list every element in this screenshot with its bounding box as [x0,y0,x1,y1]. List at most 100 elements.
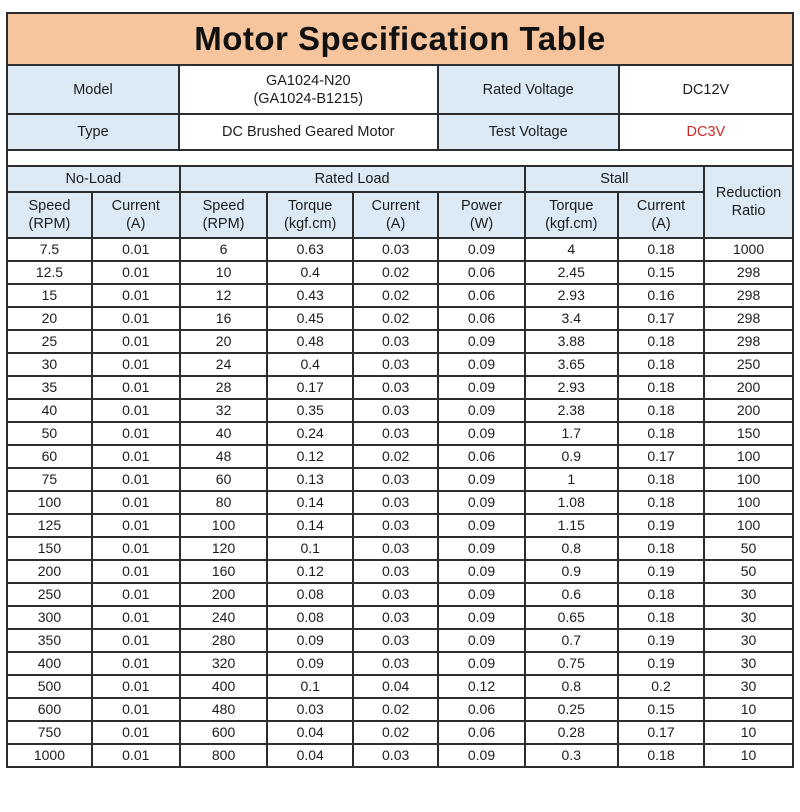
cell: 15 [8,283,93,308]
cell: 0.1 [266,536,354,561]
cell: 125 [8,513,93,538]
spec-table-body: 7.5 0.01 6 0.63 0.03 0.09 4 0.18 1000 12.5 0.01 10 0… [8,238,792,766]
cell: 0.19 [616,513,706,538]
test-voltage-label: Test Voltage [436,113,620,151]
spec-subheader-row: Speed (RPM) Current (A) Speed (RPM) Torque (kgf… [8,191,792,239]
cell: 0.09 [437,398,526,423]
cell: 0.18 [616,329,706,354]
cell: 0.03 [351,421,440,446]
cell: 0.03 [351,398,440,423]
column-header: Current (A) [351,191,440,239]
cell: 0.48 [266,329,354,354]
spec-sheet: Motor Specification Table Model GA1024-N… [6,12,794,768]
cell: 1.08 [523,490,619,515]
cell: 0.01 [90,536,181,561]
cell: 100 [703,467,792,492]
test-voltage-value: DC3V [617,113,792,151]
cell: 0.7 [523,628,619,653]
cell: 0.18 [616,743,706,766]
cell: 0.63 [266,238,354,262]
cell: 30 [703,628,792,653]
cell: 0.18 [616,467,706,492]
rated-voltage-label: Rated Voltage [436,66,620,115]
cell: 0.01 [90,444,181,469]
type-value: DC Brushed Geared Motor [177,113,439,151]
group-header-stall: Stall [523,167,706,193]
cell: 60 [178,467,269,492]
cell: 0.09 [437,628,526,653]
column-header: Torque (kgf.cm) [266,191,354,239]
cell: 12.5 [8,260,93,285]
page-title: Motor Specification Table [194,20,606,57]
column-header-reduction-ratio: Reduction Ratio [703,167,792,239]
cell: 75 [8,467,93,492]
cell: 60 [8,444,93,469]
table-row: 400 0.01 320 0.09 0.03 0.09 0.75 0.19 30 [8,651,792,676]
cell: 0.08 [266,582,354,607]
cell: 0.01 [90,467,181,492]
table-row: 75 0.01 60 0.13 0.03 0.09 1 0.18 100 [8,467,792,492]
cell: 0.12 [437,674,526,699]
cell: 0.18 [616,536,706,561]
cell: 100 [178,513,269,538]
cell: 40 [8,398,93,423]
cell: 0.03 [351,329,440,354]
cell: 20 [178,329,269,354]
cell: 0.09 [437,605,526,630]
reduction-ratio-line1: Reduction [715,185,782,201]
cell: 0.18 [616,238,706,262]
title-bar: Motor Specification Table [8,14,792,66]
table-row: 30 0.01 24 0.4 0.03 0.09 3.65 0.18 250 [8,352,792,377]
cell: 400 [178,674,269,699]
cell: 0.01 [90,628,181,653]
cell: 50 [703,559,792,584]
cell: 0.18 [616,605,706,630]
cell: 50 [8,421,93,446]
cell: 0.01 [90,283,181,308]
cell: 0.01 [90,329,181,354]
group-header-row: No-Load Rated Load Stall Reduction Ratio [8,167,792,239]
cell: 1000 [703,238,792,262]
cell: 0.19 [616,628,706,653]
column-header: Current (A) [616,191,705,239]
column-header: Torque (kgf.cm) [523,191,619,239]
cell: 150 [703,421,792,446]
table-row: 100 0.01 80 0.14 0.03 0.09 1.08 0.18 100 [8,490,792,515]
table-row: 40 0.01 32 0.35 0.03 0.09 2.38 0.18 200 [8,398,792,423]
cell: 250 [703,352,792,377]
cell: 0.01 [90,238,181,262]
cell: 240 [178,605,269,630]
cell: 0.03 [351,352,440,377]
cell: 298 [703,260,792,285]
cell: 0.28 [523,720,619,745]
cell: 0.12 [266,559,354,584]
cell: 2.38 [523,398,619,423]
cell: 0.9 [523,444,619,469]
cell: 0.25 [523,697,619,722]
cell: 0.03 [351,513,440,538]
cell: 100 [703,444,792,469]
cell: 0.01 [90,490,181,515]
table-row: 350 0.01 280 0.09 0.03 0.09 0.7 0.19 30 [8,628,792,653]
cell: 350 [8,628,93,653]
table-row: 150 0.01 120 0.1 0.03 0.09 0.8 0.18 50 [8,536,792,561]
cell: 32 [178,398,269,423]
cell: 0.01 [90,582,181,607]
cell: 0.02 [351,306,440,331]
cell: 0.14 [266,513,354,538]
cell: 0.03 [351,628,440,653]
cell: 400 [8,651,93,676]
cell: 150 [8,536,93,561]
cell: 298 [703,283,792,308]
cell: 100 [703,490,792,515]
cell: 20 [8,306,93,331]
cell: 0.17 [616,720,706,745]
table-row: 25 0.01 20 0.48 0.03 0.09 3.88 0.18 298 [8,329,792,354]
spec-table: No-Load Rated Load Stall Reduction Ratio… [8,167,792,766]
cell: 0.75 [523,651,619,676]
cell: 6 [178,238,269,262]
table-row: 1000 0.01 800 0.04 0.03 0.09 0.3 0.18 10 [8,743,792,766]
cell: 0.01 [90,306,181,331]
cell: 0.1 [266,674,354,699]
cell: 1.15 [523,513,619,538]
